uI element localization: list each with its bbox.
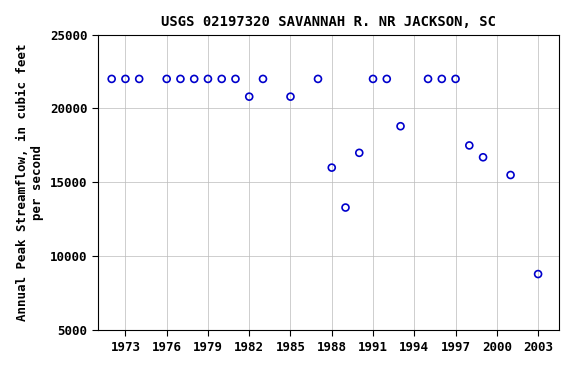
Point (286, 94, 295, 100)
Point (479, 154, 488, 161)
Point (259, 76, 268, 82)
Point (176, 76, 185, 82)
Point (231, 76, 240, 82)
Point (506, 172, 515, 178)
Point (396, 123, 405, 129)
Point (382, 76, 391, 82)
Point (355, 150, 364, 156)
Point (327, 164, 336, 170)
Point (121, 76, 130, 82)
Point (245, 94, 254, 100)
Point (107, 76, 116, 82)
Y-axis label: Annual Peak Streamflow, in cubic feet
per second: Annual Peak Streamflow, in cubic feet pe… (17, 44, 44, 321)
Point (341, 204, 350, 210)
Point (465, 142, 474, 149)
Point (423, 76, 433, 82)
Point (217, 76, 226, 82)
Point (451, 76, 460, 82)
Point (369, 76, 378, 82)
Title: USGS 02197320 SAVANNAH R. NR JACKSON, SC: USGS 02197320 SAVANNAH R. NR JACKSON, SC (161, 15, 496, 29)
Point (135, 76, 144, 82)
Point (162, 76, 171, 82)
Point (313, 76, 323, 82)
Point (437, 76, 446, 82)
Point (533, 271, 543, 277)
Point (190, 76, 199, 82)
Point (203, 76, 213, 82)
